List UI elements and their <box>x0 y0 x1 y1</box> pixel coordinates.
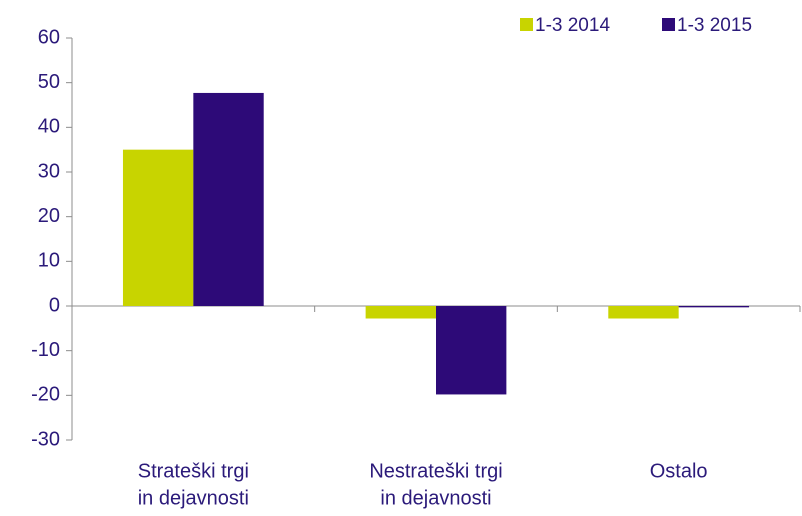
y-tick-label: 10 <box>38 250 60 272</box>
legend-label: 1-3 2014 <box>535 15 610 36</box>
y-tick-label: 0 <box>49 294 60 316</box>
bar <box>365 306 436 319</box>
x-tick-label: in dejavnosti <box>138 487 249 509</box>
y-tick-label: 50 <box>38 71 60 93</box>
y-tick-label: -20 <box>31 384 60 406</box>
legend-swatch <box>520 18 533 31</box>
y-tick-label: 60 <box>38 26 60 48</box>
y-tick-label: -10 <box>31 339 60 361</box>
legend-label: 1-3 2015 <box>677 15 752 36</box>
bar <box>193 92 264 306</box>
bar <box>122 149 194 306</box>
x-tick-label: in dejavnosti <box>380 487 491 509</box>
bar <box>608 306 679 319</box>
x-tick-label: Nestrateški trgi <box>369 460 502 482</box>
legend-swatch <box>662 18 675 31</box>
y-tick-label: 20 <box>38 205 60 227</box>
y-tick-label: 40 <box>38 116 60 138</box>
y-tick-label: -30 <box>31 428 60 450</box>
x-tick-label: Ostalo <box>650 460 708 482</box>
x-tick-label: Strateški trgi <box>138 460 249 482</box>
bar <box>436 306 507 395</box>
y-tick-label: 30 <box>38 160 60 182</box>
bar <box>678 306 750 308</box>
